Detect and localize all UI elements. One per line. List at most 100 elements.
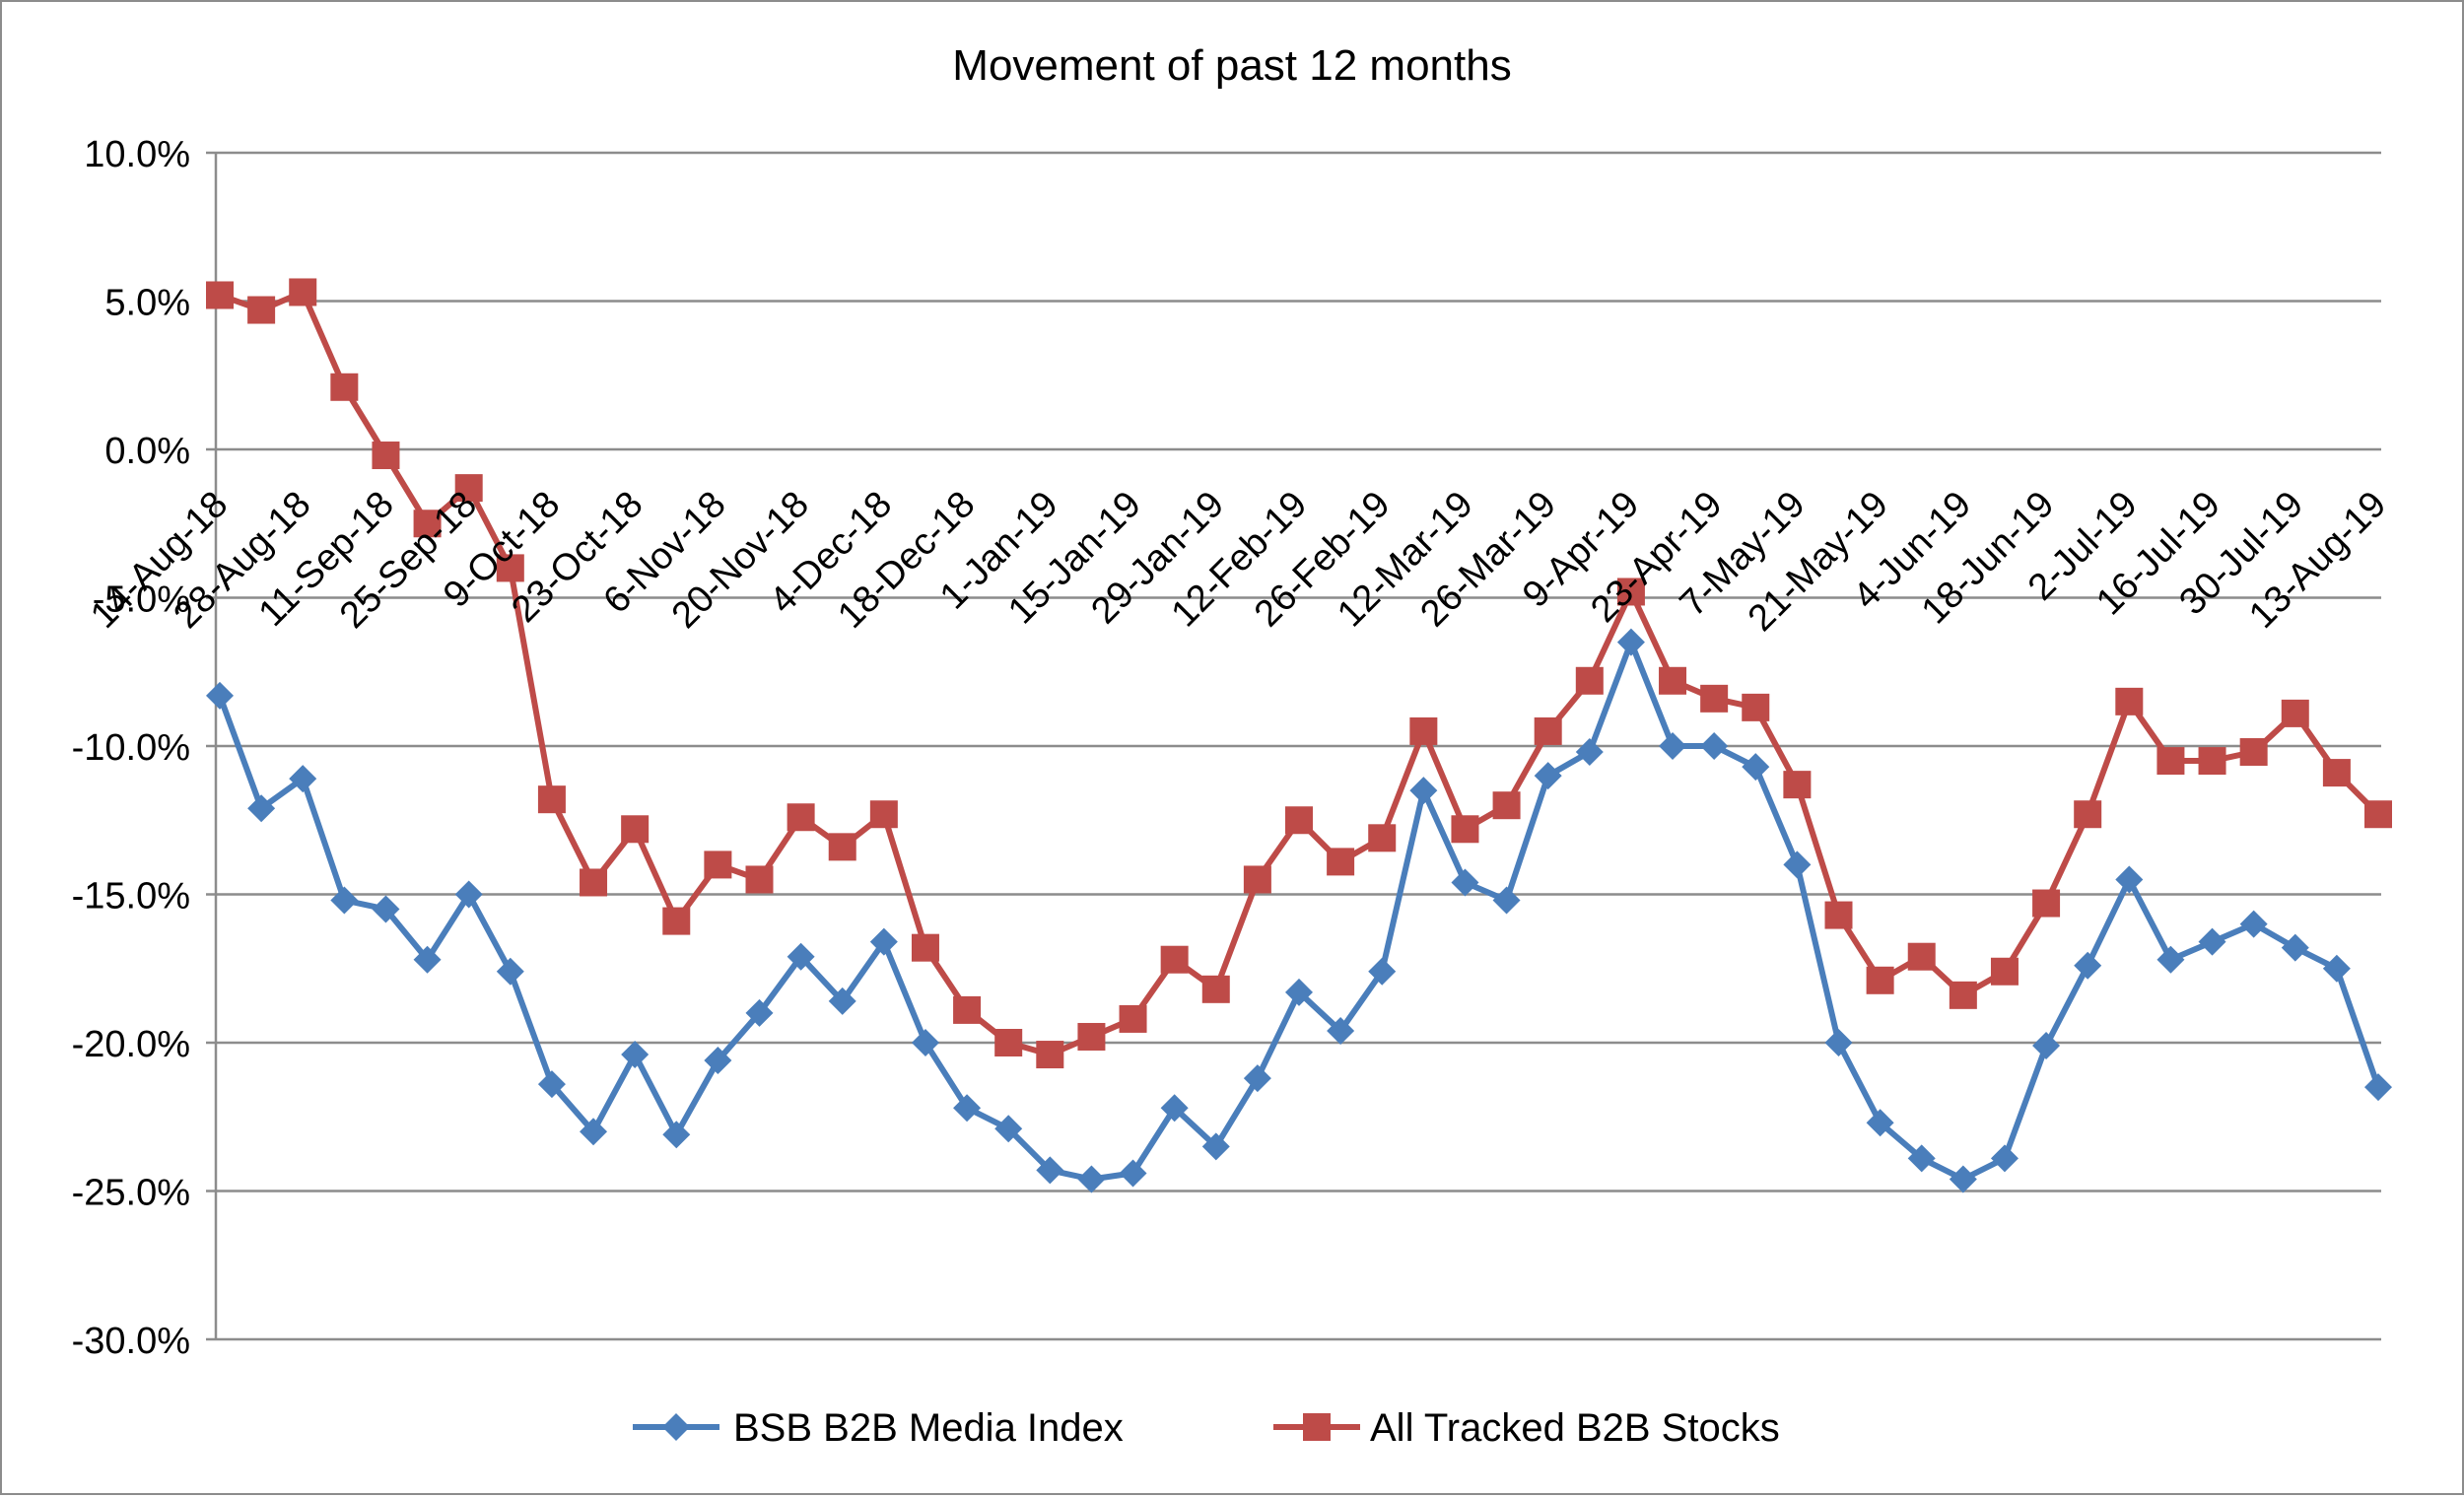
data-point	[1285, 978, 1313, 1006]
data-point	[1866, 1109, 1894, 1137]
data-point	[1659, 666, 1687, 695]
data-point	[413, 510, 442, 538]
data-point	[537, 785, 566, 814]
data-point	[1119, 1159, 1147, 1188]
data-point	[1949, 1165, 1977, 1193]
data-point	[745, 998, 774, 1027]
data-point	[704, 1047, 732, 1075]
legend-item-1: BSB B2B Media Index	[633, 1406, 1124, 1450]
data-point	[2322, 759, 2351, 787]
data-point	[2032, 889, 2061, 918]
data-point	[413, 945, 442, 974]
data-point	[1327, 848, 1355, 876]
legend-label: All Tracked B2B Stocks	[1370, 1406, 1780, 1450]
data-point	[2322, 954, 2351, 983]
data-point	[1077, 1022, 1106, 1051]
data-point	[1119, 1004, 1147, 1033]
data-point	[1077, 1165, 1106, 1193]
data-point	[662, 1121, 691, 1149]
series-1	[206, 628, 2392, 1193]
data-point	[289, 278, 317, 306]
series-line	[218, 289, 2381, 1057]
data-point	[1409, 716, 1438, 745]
y-tick-label: -25.0%	[72, 1173, 190, 1214]
data-point	[1201, 1132, 1230, 1161]
data-point	[1368, 957, 1397, 986]
data-point	[1160, 1094, 1189, 1123]
data-point	[828, 833, 856, 861]
data-point	[2198, 927, 2226, 956]
data-point	[1036, 1156, 1064, 1185]
legend-marker	[662, 1413, 690, 1441]
data-point	[869, 800, 898, 829]
data-point	[247, 296, 276, 324]
data-point	[454, 474, 483, 503]
data-point	[911, 1029, 939, 1056]
data-point	[1575, 738, 1604, 767]
data-point	[745, 865, 774, 894]
data-point	[1700, 684, 1729, 713]
y-tick-label: -15.0%	[72, 876, 190, 918]
data-point	[206, 281, 234, 309]
data-point	[372, 442, 400, 470]
data-point	[1783, 851, 1812, 879]
data-point	[1451, 868, 1479, 897]
data-point	[1409, 777, 1438, 805]
data-point	[1659, 732, 1687, 760]
data-point	[1742, 753, 1770, 782]
data-point	[1949, 981, 1977, 1009]
data-point	[330, 373, 359, 401]
y-tick-label: 10.0%	[84, 134, 190, 175]
data-point	[496, 957, 524, 986]
data-point	[330, 886, 359, 915]
data-point	[2032, 1032, 2061, 1060]
y-tick-label: 5.0%	[104, 283, 190, 324]
legend-label: BSB B2B Media Index	[733, 1406, 1124, 1450]
data-point	[994, 1029, 1023, 1056]
data-point	[1243, 1064, 1271, 1093]
data-point	[2115, 687, 2144, 715]
data-point	[1036, 1041, 1064, 1069]
data-point	[2156, 945, 2185, 974]
data-point	[1866, 966, 1894, 994]
data-point	[454, 880, 483, 909]
data-point	[2281, 933, 2309, 962]
data-point	[2239, 910, 2268, 938]
data-point	[2364, 1073, 2392, 1102]
data-point	[953, 1094, 982, 1123]
data-point	[2074, 951, 2102, 980]
data-point	[372, 895, 400, 923]
data-point	[621, 815, 650, 844]
gridlines	[206, 151, 2381, 1341]
data-point	[1616, 578, 1645, 606]
series-2	[206, 278, 2392, 1069]
data-point	[2115, 865, 2144, 894]
data-point	[911, 933, 939, 962]
data-point	[2281, 699, 2309, 727]
data-point	[1700, 732, 1729, 760]
data-point	[1492, 886, 1521, 915]
data-point	[1990, 957, 2019, 986]
data-point	[1824, 901, 1853, 929]
data-point	[206, 681, 234, 710]
data-point	[621, 1041, 650, 1069]
data-point	[2364, 800, 2392, 829]
chart-title: Movement of past 12 months	[952, 41, 1511, 90]
data-point	[1742, 693, 1770, 721]
data-point	[1451, 815, 1479, 844]
y-tick-label: -5.0%	[93, 579, 190, 621]
data-point	[580, 1118, 608, 1146]
data-point	[2074, 800, 2102, 829]
data-point	[828, 987, 856, 1015]
data-point	[1783, 771, 1812, 799]
data-point	[2198, 747, 2226, 776]
data-point	[662, 907, 691, 935]
data-point	[289, 765, 317, 793]
y-tick-label: 0.0%	[104, 431, 190, 472]
data-point	[1575, 666, 1604, 695]
data-point	[1492, 791, 1521, 820]
data-point	[537, 1070, 566, 1099]
data-point	[1907, 942, 1936, 971]
